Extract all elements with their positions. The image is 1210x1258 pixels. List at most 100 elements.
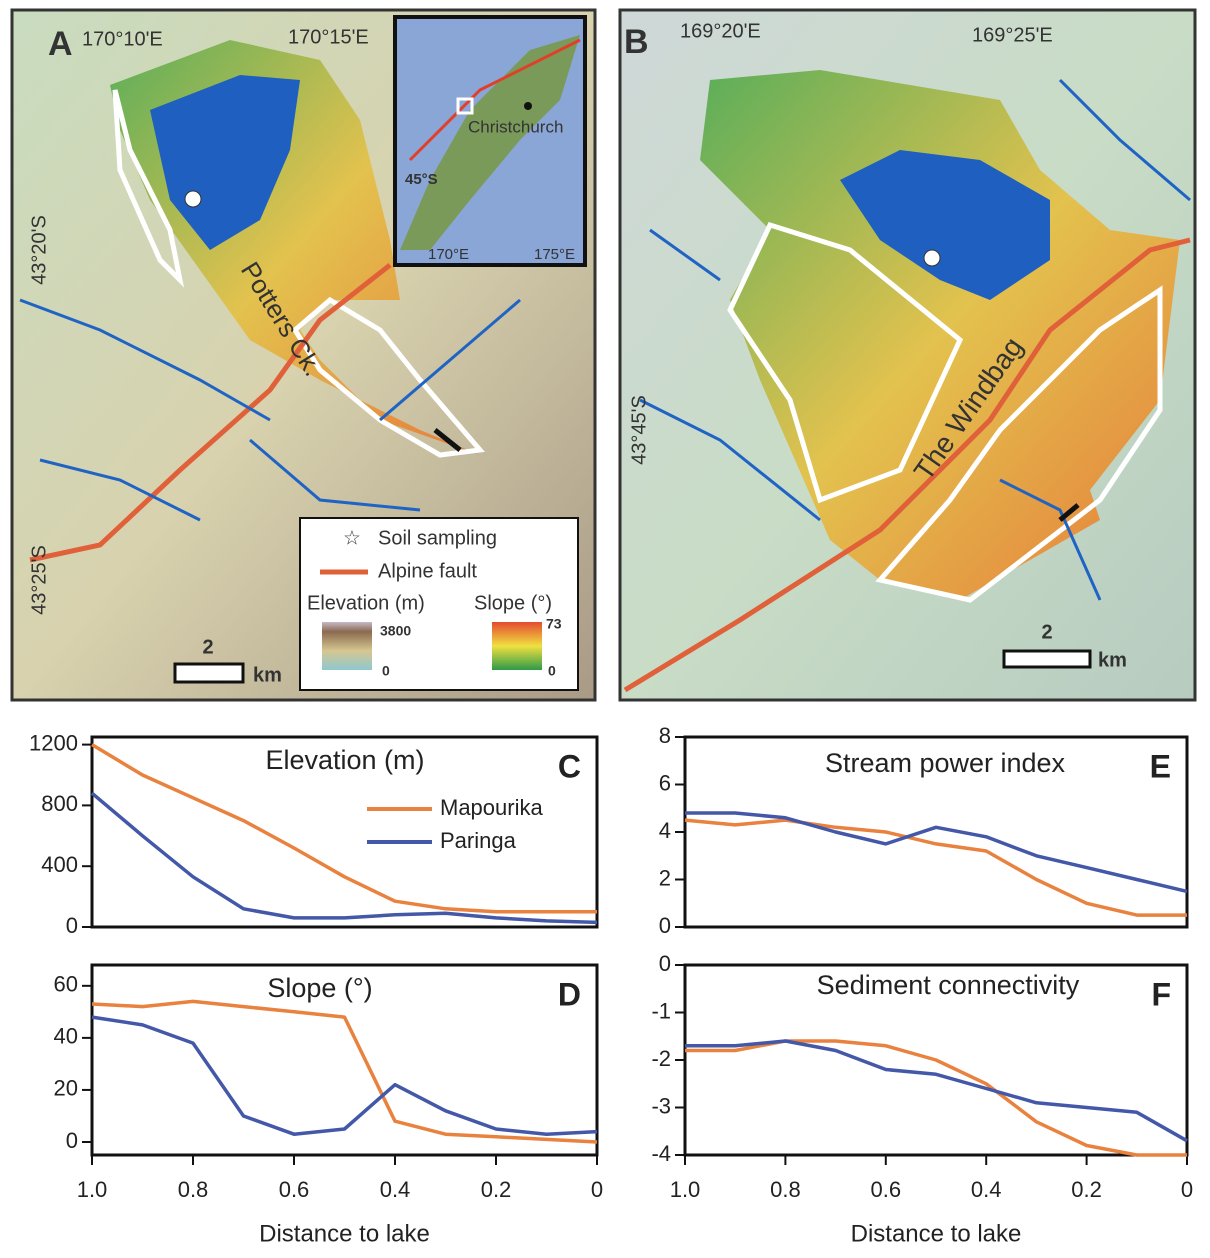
x-tick-label: 0 bbox=[591, 1177, 603, 1202]
series-line bbox=[685, 1039, 1188, 1143]
flow-arrow bbox=[433, 428, 462, 452]
scale-bar bbox=[173, 662, 245, 684]
map-legend: ☆ Soil sampling Alpine fault Elevation (… bbox=[299, 517, 579, 691]
x-tick-label: 1.0 bbox=[77, 1177, 108, 1202]
chart-title: Slope (°) bbox=[267, 973, 372, 1003]
lon-label: 169°20'E bbox=[680, 20, 761, 42]
scale-bar bbox=[1002, 649, 1092, 669]
y-tick-label: 0 bbox=[659, 951, 671, 976]
series-line bbox=[684, 818, 1187, 917]
y-tick-label: 400 bbox=[41, 852, 78, 877]
sample-point bbox=[923, 249, 941, 267]
panel-letter: A bbox=[48, 25, 73, 63]
catchment bbox=[700, 70, 1180, 600]
series-line bbox=[90, 791, 598, 925]
legend-label: Slope (°) bbox=[474, 592, 552, 614]
catchment-outline bbox=[875, 285, 1163, 603]
plot-frame bbox=[90, 963, 599, 1157]
lon-label: 170°E bbox=[428, 246, 469, 263]
y-tick-label: 800 bbox=[41, 791, 78, 816]
scale-unit: km bbox=[253, 664, 282, 686]
x-tick-label: 0.4 bbox=[971, 1177, 1002, 1202]
x-axis-label: Distance to lake bbox=[259, 1220, 430, 1247]
inset: Christchurch 45°S 170°E 175°E bbox=[393, 15, 587, 267]
river bbox=[639, 78, 1191, 601]
y-tick-label: 40 bbox=[54, 1024, 78, 1049]
series-line bbox=[91, 1015, 598, 1136]
y-tick-label: 0 bbox=[66, 913, 78, 938]
y-tick-label: 20 bbox=[54, 1076, 78, 1101]
x-tick-label: 0.4 bbox=[380, 1177, 411, 1202]
panel-letter: F bbox=[1151, 976, 1171, 1012]
chart-title: Elevation (m) bbox=[265, 745, 424, 775]
river bbox=[19, 298, 521, 522]
color-bar bbox=[492, 622, 542, 670]
lat-label: 43°25'S bbox=[28, 545, 50, 615]
x-tick-label: 0.8 bbox=[178, 1177, 209, 1202]
panel-letter: B bbox=[624, 23, 649, 61]
x-tick-label: 0.2 bbox=[1071, 1177, 1102, 1202]
lon-label: 170°10'E bbox=[82, 28, 163, 50]
y-tick-label: -2 bbox=[651, 1046, 671, 1071]
series-line bbox=[91, 999, 598, 1144]
legend-label: Paringa bbox=[440, 828, 517, 853]
scale-unit: km bbox=[1098, 649, 1127, 671]
panel-letter: D bbox=[558, 976, 581, 1012]
lon-label: 170°15'E bbox=[288, 26, 369, 48]
y-tick-label: 60 bbox=[54, 972, 78, 997]
lat-label: 45°S bbox=[405, 171, 438, 188]
map-b: B 169°20'E 169°25'E 43°45'S The Windbag … bbox=[618, 8, 1197, 702]
city-label: Christchurch bbox=[468, 117, 563, 136]
island bbox=[400, 35, 580, 250]
x-axis-label: Distance to lake bbox=[851, 1220, 1022, 1247]
x-tick-label: 0.6 bbox=[871, 1177, 902, 1202]
y-tick-label: 4 bbox=[659, 818, 671, 843]
series-line bbox=[91, 743, 597, 914]
y-tick-label: 0 bbox=[659, 913, 671, 938]
lat-label: 43°45'S bbox=[628, 395, 650, 465]
legend-label: Mapourika bbox=[440, 795, 543, 820]
lat-label: 43°20'S bbox=[28, 215, 50, 285]
catchment-outline bbox=[112, 89, 185, 288]
legend-symbol: ☆ bbox=[343, 527, 361, 549]
y-tick-label: 6 bbox=[659, 770, 671, 795]
x-tick-label: 1.0 bbox=[670, 1177, 701, 1202]
y-tick-label: 1200 bbox=[29, 730, 78, 755]
city-dot bbox=[524, 102, 532, 110]
chart-title: Sediment connectivity bbox=[817, 970, 1080, 1000]
x-tick-label: 0.8 bbox=[770, 1177, 801, 1202]
scale-label: 2 bbox=[202, 636, 213, 658]
y-tick-label: 0 bbox=[66, 1128, 78, 1153]
catchment-outline bbox=[727, 221, 964, 504]
y-tick-label: -1 bbox=[651, 998, 671, 1023]
x-tick-label: 0.6 bbox=[279, 1177, 310, 1202]
y-tick-label: 2 bbox=[659, 865, 671, 890]
lon-label: 175°E bbox=[534, 246, 575, 263]
series-line bbox=[685, 811, 1188, 894]
panel-letter: C bbox=[558, 748, 581, 784]
lake bbox=[840, 150, 1050, 300]
site-box bbox=[456, 97, 474, 115]
legend-label: Soil sampling bbox=[378, 527, 497, 549]
lake bbox=[150, 75, 300, 250]
legend-label: Alpine fault bbox=[378, 560, 477, 582]
legend-label: Elevation (m) bbox=[307, 592, 425, 614]
y-tick-label: -3 bbox=[651, 1093, 671, 1118]
alpine-fault bbox=[623, 237, 1191, 693]
sample-point bbox=[184, 190, 202, 208]
y-tick-label: 8 bbox=[659, 723, 671, 748]
chart-title: Stream power index bbox=[825, 748, 1066, 778]
panel-letter: E bbox=[1150, 748, 1171, 784]
color-bar bbox=[322, 622, 372, 670]
bar-label: 0 bbox=[382, 663, 390, 679]
flow-arrow bbox=[1058, 503, 1080, 522]
alpine-fault bbox=[29, 263, 392, 563]
bar-label: 73 bbox=[546, 616, 562, 632]
x-tick-label: 0.2 bbox=[481, 1177, 512, 1202]
series-line bbox=[685, 1039, 1187, 1157]
fault-inset bbox=[408, 38, 581, 162]
x-tick-label: 0 bbox=[1181, 1177, 1193, 1202]
map-a: A 170°10'E 170°15'E 43°20'S 43°25'S Pott… bbox=[10, 8, 597, 702]
bar-label: 3800 bbox=[380, 623, 411, 639]
